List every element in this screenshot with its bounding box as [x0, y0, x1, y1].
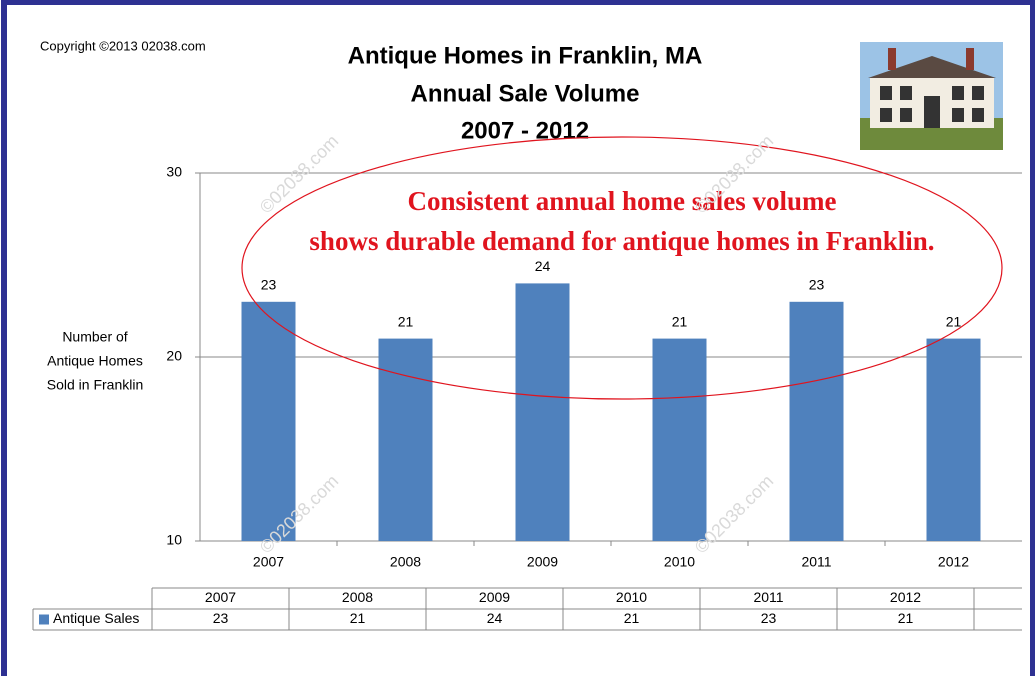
data-label: 23 — [261, 277, 277, 293]
house-photo — [860, 42, 1003, 150]
table-cell: 24 — [487, 610, 503, 626]
annotation-ellipse — [241, 136, 1003, 400]
data-label: 24 — [535, 258, 551, 274]
table-header: 2010 — [616, 589, 647, 605]
bar — [789, 301, 844, 541]
table-header: 2012 — [890, 589, 921, 605]
x-tick-label: 2010 — [664, 554, 695, 570]
table-header: 2011 — [753, 589, 783, 605]
x-tick-label: 2012 — [938, 554, 969, 570]
table-cell: 23 — [761, 610, 777, 626]
bar — [652, 338, 707, 541]
y-axis-label: Antique Homes — [47, 353, 143, 369]
y-tick-label: 20 — [166, 348, 182, 364]
table-header: 2007 — [205, 589, 236, 605]
legend-swatch — [39, 614, 49, 625]
bar — [241, 301, 296, 541]
chart-title: Annual Sale Volume — [411, 80, 640, 107]
table-header: 2008 — [342, 589, 373, 605]
x-tick-label: 2009 — [527, 554, 558, 570]
annotation: shows durable demand for antique homes i… — [309, 226, 934, 256]
table-cell: 23 — [213, 610, 229, 626]
bar — [515, 283, 570, 541]
chart-title: Antique Homes in Franklin, MA — [348, 42, 703, 69]
x-tick-label: 2007 — [253, 554, 284, 570]
y-axis-label: Sold in Franklin — [47, 377, 144, 393]
bar — [378, 338, 433, 541]
bar — [926, 338, 981, 541]
chart-title: 2007 - 2012 — [461, 117, 589, 144]
legend-label: Antique Sales — [53, 610, 139, 626]
annotation: Consistent annual home sales volume — [407, 186, 836, 216]
table-cell: 21 — [350, 610, 366, 626]
y-tick-label: 10 — [166, 532, 182, 548]
table-header: 2009 — [479, 589, 510, 605]
plot-area: 10 20 30 Antique Sales 23 23 21 21 24 24 21 21 23 23 2… — [32, 164, 1022, 631]
x-tick-label: 2008 — [390, 554, 421, 570]
table-cell: 21 — [624, 610, 640, 626]
copyright: Copyright ©2013 02038.com — [40, 38, 206, 53]
x-tick-label: 2011 — [801, 554, 831, 570]
data-label: 21 — [946, 313, 962, 329]
y-tick-label: 30 — [166, 164, 182, 180]
table-cell: 21 — [898, 610, 914, 626]
data-label: 21 — [398, 313, 414, 329]
y-axis-label: Number of — [62, 329, 127, 345]
data-label: 21 — [672, 313, 688, 329]
data-label: 23 — [809, 277, 825, 293]
